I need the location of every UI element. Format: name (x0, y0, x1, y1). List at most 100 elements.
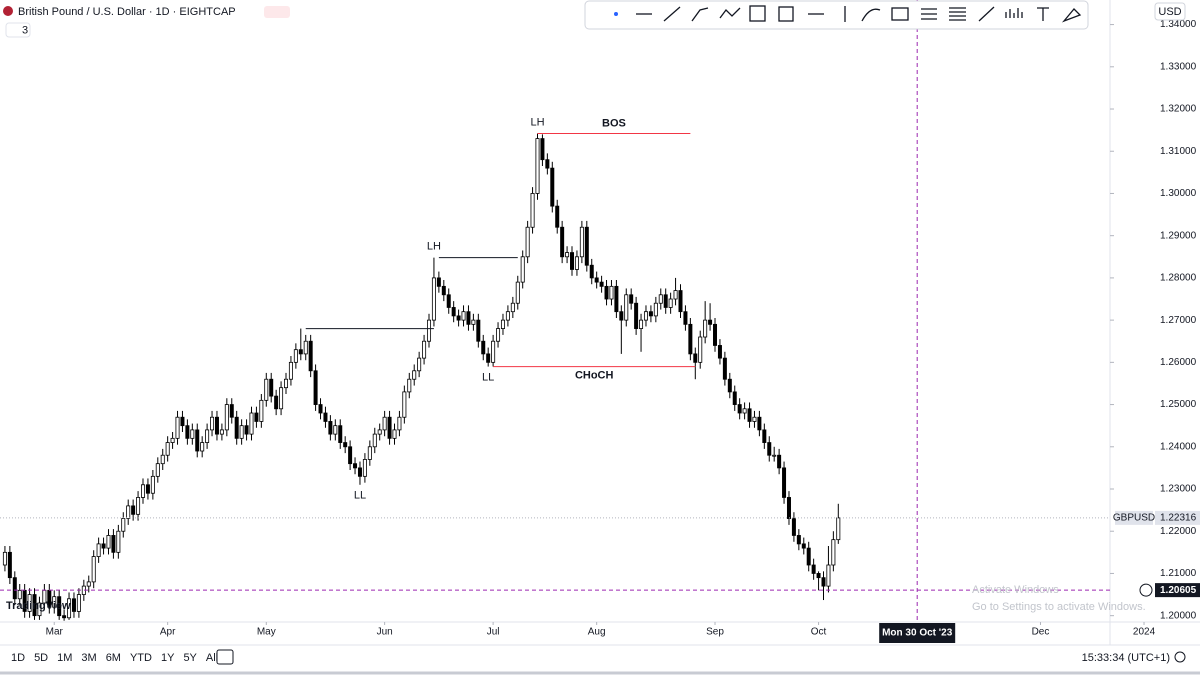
settings-icon[interactable] (1174, 651, 1186, 663)
crosshair-date: Mon 30 Oct '23 (882, 628, 953, 639)
watermark-title: Activate Windows (972, 584, 1059, 596)
candle-body (693, 353, 698, 363)
candle-body (491, 340, 496, 363)
candle-body (639, 319, 644, 329)
currency-button[interactable] (1154, 2, 1186, 21)
candle-body (259, 399, 264, 422)
range-button[interactable]: 6M (106, 652, 121, 664)
range-button[interactable]: 1Y (161, 652, 175, 664)
flag-icon (3, 6, 13, 16)
candle-body (145, 484, 150, 494)
crosshair-price-bg (1155, 583, 1200, 598)
date-range-icon[interactable] (216, 649, 234, 665)
candle-body (32, 594, 37, 617)
tool-rect[interactable] (778, 6, 794, 22)
candle-body (422, 340, 427, 359)
y-tick-label: 1.23000 (1160, 484, 1197, 495)
candle-body (71, 598, 76, 612)
candle-body (476, 319, 481, 342)
candle-body (786, 497, 791, 519)
candle-body (298, 349, 303, 355)
range-bar: 1D 5D 1M 3M 6M YTD 1Y 5Y All (11, 652, 218, 664)
last-price-name: GBPUSD (1113, 513, 1155, 524)
tool-zigzag[interactable] (719, 7, 741, 19)
tool-range[interactable] (891, 7, 909, 21)
candle-body (62, 615, 67, 619)
candle-body (747, 408, 752, 422)
range-button[interactable]: YTD (130, 652, 152, 664)
tool-trend[interactable] (663, 6, 681, 22)
range-button[interactable]: 3M (81, 652, 96, 664)
candle-body (703, 319, 708, 338)
candle-body (451, 307, 456, 317)
candle-body (170, 437, 175, 443)
range-button[interactable]: 1D (11, 652, 25, 664)
plot: 1.20000 1.21000 1.22000 1.23000 1.24000 1.250… (0, 0, 1200, 643)
tool-dot[interactable] (614, 12, 618, 16)
x-tick-label: Jul (487, 627, 500, 638)
candle-body (274, 395, 279, 410)
candle-body (165, 442, 170, 456)
tool-levels[interactable] (949, 7, 966, 21)
y-tick-label: 1.33000 (1160, 61, 1197, 72)
level-label: BOS (602, 117, 626, 129)
range-button[interactable]: All (206, 652, 218, 664)
tool-pattern[interactable] (1005, 8, 1023, 18)
candle-body (111, 535, 116, 553)
candle-body (767, 442, 772, 456)
tool-curve[interactable] (861, 8, 881, 22)
tool-path[interactable] (691, 7, 709, 22)
tool-text[interactable] (1037, 7, 1049, 21)
y-tick-label: 1.21000 (1160, 568, 1197, 579)
last-price-name-bg (1115, 510, 1153, 525)
candle-body (737, 404, 742, 414)
candle-body (101, 543, 106, 549)
candle-body (801, 543, 806, 549)
y-tick-label: 1.32000 (1160, 104, 1197, 115)
indicator-toggle[interactable] (5, 22, 31, 38)
range-button[interactable]: 5D (34, 652, 48, 664)
tool-brush[interactable] (978, 6, 995, 22)
candle-body (288, 361, 293, 380)
candle-body (180, 416, 185, 427)
tool-fib[interactable] (921, 8, 937, 20)
candle-body (757, 416, 762, 431)
candle-body (353, 463, 358, 469)
y-tick-label: 1.34000 (1160, 19, 1197, 30)
x-tick-label: Sep (706, 627, 724, 638)
candle-body (668, 298, 673, 308)
indicator-count: 3 (22, 24, 28, 36)
tool-grid[interactable] (749, 5, 766, 22)
candle-body (614, 285, 619, 313)
status-badge[interactable] (264, 6, 290, 18)
x-tick-label: Apr (160, 627, 176, 638)
candle-body (136, 497, 141, 515)
candle-body (126, 505, 131, 519)
candle-body (777, 454, 782, 469)
candle-body (210, 416, 215, 431)
candle-body (205, 429, 210, 443)
pivot-label: LL (482, 371, 494, 383)
range-button[interactable]: 1M (57, 652, 72, 664)
crosshair-date-bg (879, 623, 956, 643)
y-tick-label: 1.27000 (1160, 315, 1197, 326)
candle-body (466, 311, 471, 325)
pivot-label: LH (530, 116, 544, 128)
candle-body (565, 252, 570, 258)
candle-body (76, 594, 81, 612)
candle-body (708, 319, 713, 325)
add-alert-button[interactable] (1139, 583, 1153, 597)
range-button[interactable]: 5Y (183, 652, 197, 664)
candle-body (372, 433, 377, 448)
candle-body (791, 518, 796, 536)
candle-body (141, 484, 146, 498)
y-tick-label: 1.25000 (1160, 399, 1197, 410)
candle-body (589, 264, 594, 279)
candle-body (540, 138, 545, 161)
candle-body (343, 442, 348, 448)
tool-measure[interactable] (1061, 8, 1082, 23)
candle-body (717, 345, 722, 359)
candle-body (481, 340, 486, 355)
y-tick-label: 1.28000 (1160, 273, 1197, 284)
